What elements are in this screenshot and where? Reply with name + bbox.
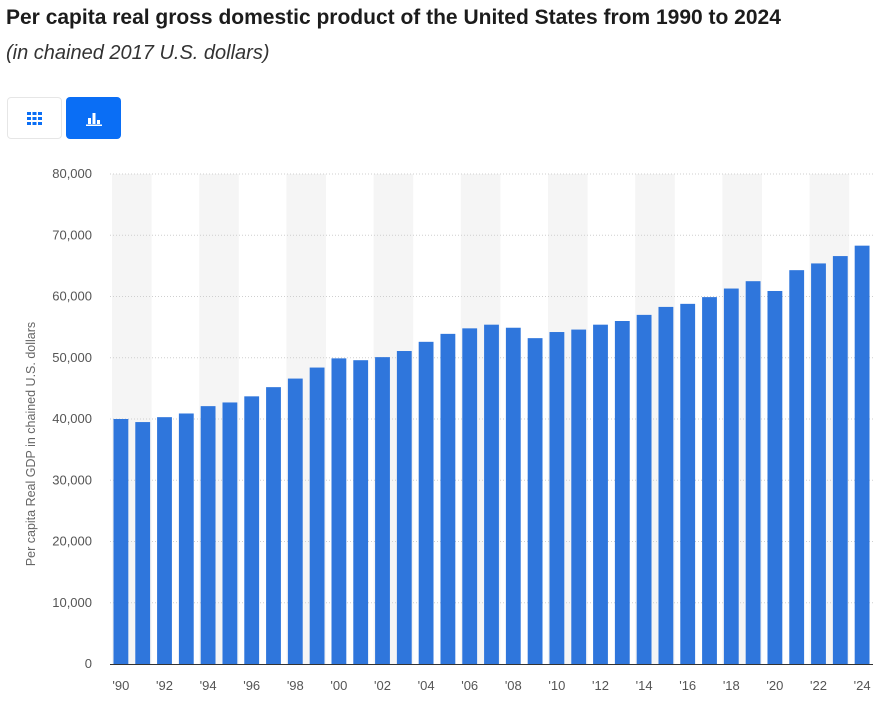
y-tick-label: 60,000: [52, 289, 92, 304]
x-tick-label: '94: [200, 678, 217, 693]
bar-1990[interactable]: [113, 419, 129, 664]
x-tick-label: '14: [636, 678, 653, 693]
bar-2014[interactable]: [636, 314, 652, 664]
bars: [113, 245, 870, 664]
x-tick-label: '04: [418, 678, 435, 693]
bar-1994[interactable]: [200, 406, 216, 664]
chart-subtitle: (in chained 2017 U.S. dollars): [6, 42, 270, 64]
bar-1996[interactable]: [244, 396, 260, 664]
x-tick-label: '22: [810, 678, 827, 693]
y-tick-label: 20,000: [52, 534, 92, 549]
x-tick-label: '06: [461, 678, 478, 693]
x-tick-label: '12: [592, 678, 609, 693]
bar-2002[interactable]: [375, 357, 390, 664]
bar-2010[interactable]: [549, 332, 565, 664]
x-tick-label: '02: [374, 678, 391, 693]
bar-2018[interactable]: [723, 288, 739, 664]
x-tick-label: '00: [330, 678, 347, 693]
bar-2005[interactable]: [440, 333, 456, 664]
bar-2019[interactable]: [745, 281, 761, 664]
x-tick-label: '18: [723, 678, 740, 693]
bar-2011[interactable]: [571, 329, 587, 664]
table-view-button[interactable]: [7, 97, 62, 139]
bar-2004[interactable]: [418, 341, 434, 664]
bar-2001[interactable]: [353, 360, 369, 664]
bar-1998[interactable]: [287, 378, 303, 664]
bar-chart-icon: [85, 112, 102, 126]
x-tick-label: '10: [548, 678, 565, 693]
bar-2013[interactable]: [614, 321, 630, 664]
bar-chart: 0 10,000 20,000 30,000 40,000 50,000 60,000 70,…: [24, 166, 873, 693]
bar-2017[interactable]: [702, 297, 717, 664]
bar-2016[interactable]: [680, 303, 696, 664]
y-axis-title: Per capita Real GDP in chained U.S. doll…: [24, 322, 38, 566]
bar-2015[interactable]: [658, 306, 674, 664]
bar-1991[interactable]: [135, 422, 151, 664]
grid-icon: [27, 111, 42, 125]
bar-2020[interactable]: [767, 290, 783, 664]
x-tick-label: '92: [156, 678, 173, 693]
bar-1993[interactable]: [178, 413, 194, 664]
bar-2021[interactable]: [789, 270, 805, 664]
bar-2022[interactable]: [811, 263, 826, 664]
x-tick-label: '16: [679, 678, 696, 693]
bar-2006[interactable]: [462, 328, 478, 664]
bar-2012[interactable]: [593, 324, 608, 664]
bar-2007[interactable]: [484, 324, 499, 664]
y-tick-label: 30,000: [52, 472, 92, 487]
bar-2024[interactable]: [854, 245, 870, 664]
bar-1992[interactable]: [157, 417, 172, 664]
x-tick-label: '24: [854, 678, 871, 693]
y-tick-label: 80,000: [52, 166, 92, 181]
x-tick-label: '20: [766, 678, 783, 693]
y-tick-label: 40,000: [52, 411, 92, 426]
chart-view-button[interactable]: [66, 97, 121, 139]
bar-2000[interactable]: [331, 358, 347, 664]
x-tick-label: '90: [112, 678, 129, 693]
x-tick-label: '08: [505, 678, 522, 693]
y-tick-label: 70,000: [52, 227, 92, 242]
x-tick-label: '98: [287, 678, 304, 693]
y-tick-label: 10,000: [52, 595, 92, 610]
x-axis-tick-labels: '90 '92 '94 '96 '98 '00 '02 '04 '06 '08 '10 '12 '14 '…: [112, 678, 870, 693]
bar-1997[interactable]: [266, 387, 281, 664]
y-tick-label: 50,000: [52, 350, 92, 365]
bar-2009[interactable]: [527, 338, 543, 664]
x-tick-label: '96: [243, 678, 260, 693]
bar-2003[interactable]: [396, 351, 412, 664]
y-axis-tick-labels: 0 10,000 20,000 30,000 40,000 50,000 60,000 70,…: [52, 166, 92, 671]
bar-1999[interactable]: [309, 367, 325, 664]
bar-1995[interactable]: [222, 402, 238, 664]
y-tick-label: 0: [85, 656, 92, 671]
bar-2008[interactable]: [505, 327, 521, 664]
chart-title: Per capita real gross domestic product o…: [6, 6, 781, 29]
bar-2023[interactable]: [832, 256, 848, 664]
